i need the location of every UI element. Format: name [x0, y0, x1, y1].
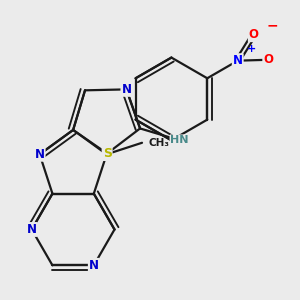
Text: N: N	[233, 54, 243, 67]
Text: S: S	[103, 147, 112, 160]
Text: CH₃: CH₃	[148, 138, 169, 148]
Text: +: +	[247, 44, 256, 54]
Text: N: N	[27, 223, 37, 236]
Text: O: O	[263, 53, 273, 66]
Text: N: N	[34, 148, 45, 161]
Text: N: N	[122, 83, 131, 96]
Text: HN: HN	[170, 135, 189, 145]
Text: O: O	[249, 28, 259, 41]
Text: −: −	[266, 19, 278, 33]
Text: N: N	[89, 259, 99, 272]
